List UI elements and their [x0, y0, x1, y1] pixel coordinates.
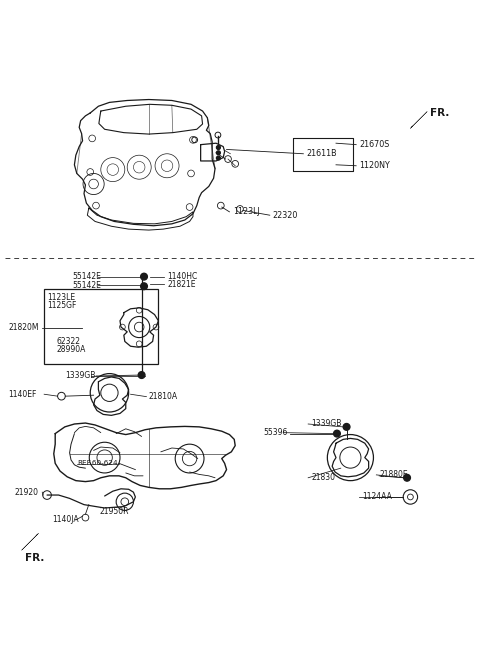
- Text: 62322: 62322: [57, 337, 81, 346]
- Circle shape: [141, 274, 147, 280]
- Circle shape: [404, 474, 410, 481]
- Text: 1124AA: 1124AA: [362, 493, 392, 501]
- Circle shape: [138, 372, 145, 379]
- Text: 28990A: 28990A: [57, 344, 86, 354]
- Circle shape: [216, 151, 220, 155]
- Text: 22320: 22320: [273, 211, 298, 220]
- Text: 55396: 55396: [263, 428, 288, 437]
- Text: 21611B: 21611B: [306, 150, 337, 158]
- Text: 21820M: 21820M: [9, 323, 39, 333]
- Text: 21821E: 21821E: [167, 280, 195, 289]
- Circle shape: [216, 146, 220, 150]
- Circle shape: [216, 156, 220, 160]
- Circle shape: [141, 283, 147, 289]
- Text: 21810A: 21810A: [149, 392, 178, 401]
- Circle shape: [334, 430, 340, 437]
- Polygon shape: [22, 533, 38, 550]
- Bar: [44, 289, 158, 364]
- Text: 1123LJ: 1123LJ: [233, 207, 260, 216]
- Text: FR.: FR.: [25, 552, 44, 563]
- Text: 1140EF: 1140EF: [9, 390, 37, 399]
- Text: 55142E: 55142E: [72, 281, 101, 290]
- Polygon shape: [410, 112, 427, 129]
- Text: 21880E: 21880E: [379, 470, 408, 480]
- Text: 1339GB: 1339GB: [65, 371, 95, 380]
- Text: 1339GB: 1339GB: [311, 419, 341, 428]
- Text: 1120NY: 1120NY: [359, 161, 390, 171]
- Text: 1140HC: 1140HC: [167, 272, 197, 281]
- Text: 1140JA: 1140JA: [52, 516, 78, 525]
- Text: 1123LE: 1123LE: [47, 293, 75, 302]
- Text: 55142E: 55142E: [72, 272, 101, 281]
- Text: 21670S: 21670S: [359, 140, 389, 149]
- Text: 21920: 21920: [14, 487, 38, 497]
- Text: 1125GF: 1125GF: [47, 301, 76, 310]
- Text: REF.60-624: REF.60-624: [77, 461, 118, 466]
- Text: FR.: FR.: [430, 108, 449, 118]
- Text: 21830: 21830: [311, 473, 335, 482]
- Circle shape: [343, 424, 350, 430]
- Text: 21950R: 21950R: [100, 507, 129, 516]
